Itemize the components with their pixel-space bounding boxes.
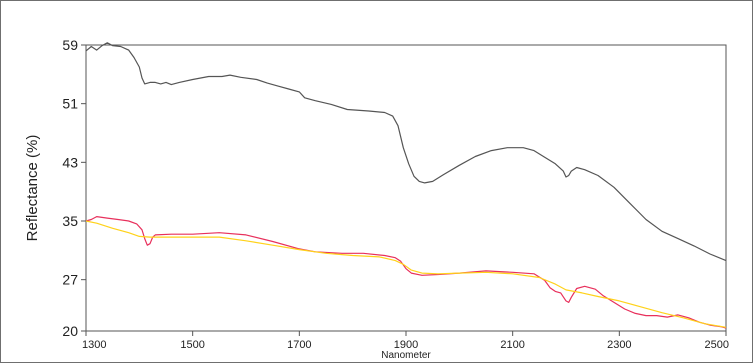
axes: 20 27 35 43 51 59 1300 1500 1700 1900 2100 2300 2500 xyxy=(62,37,729,351)
x-tick-label: 1500 xyxy=(180,339,204,351)
series-layer xyxy=(85,42,727,329)
x-axis-label: Nanometer xyxy=(381,350,431,361)
y-tick-label: 20 xyxy=(62,323,78,339)
series-line-2 xyxy=(85,216,727,329)
x-tick-label: 1900 xyxy=(394,339,418,351)
series-line-3 xyxy=(85,220,727,328)
x-tick-label: 2500 xyxy=(705,339,729,351)
x-tick-label: 2100 xyxy=(500,339,524,351)
y-tick-label: 27 xyxy=(62,272,78,288)
y-tick-label: 43 xyxy=(62,154,78,170)
y-axis-label: Reflectance (%) xyxy=(24,135,41,242)
x-tick-label: 1700 xyxy=(287,339,311,351)
plot-area xyxy=(85,44,727,332)
y-tick-label: 59 xyxy=(62,37,78,53)
series-line-1 xyxy=(85,42,727,262)
x-tick-label: 1300 xyxy=(82,339,106,351)
y-tick-label: 35 xyxy=(62,213,78,229)
y-tick-label: 51 xyxy=(62,96,78,112)
x-tick-label: 2300 xyxy=(607,339,631,351)
